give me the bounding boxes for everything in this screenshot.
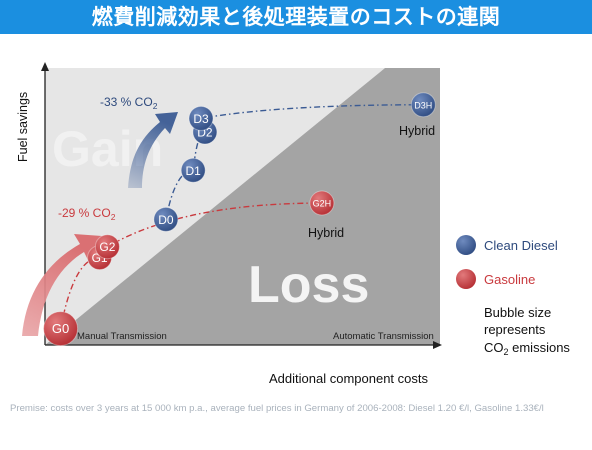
- bubble-d0-label: D0: [158, 213, 174, 227]
- legend-gasoline-marker: [456, 269, 476, 289]
- legend-note-line-2: represents: [484, 322, 546, 337]
- hybrid-label-gasoline: Hybrid: [308, 226, 344, 240]
- automatic-transmission-label: Automatic Transmission: [333, 331, 434, 342]
- diesel-reduction-arrow: [128, 112, 178, 188]
- bubble-d3-label: D3: [193, 112, 209, 126]
- gasoline-reduction-arrow: [22, 234, 102, 336]
- bubble-d3h-label: D3H: [414, 100, 432, 110]
- bubble-d3-circle: [188, 105, 214, 131]
- fuel-savings-chart: Gain Loss Fuel savings Additional compon…: [16, 62, 570, 386]
- manual-transmission-label: Manual Transmission: [77, 331, 167, 342]
- bubble-g0-circle: [43, 311, 79, 347]
- legend-diesel-marker: [456, 235, 476, 255]
- bubble-g0-label: G0: [52, 321, 69, 336]
- premise-footnote: Premise: costs over 3 years at 15 000 km…: [10, 403, 544, 414]
- bubble-d3h-circle: [410, 92, 436, 118]
- bubble-d3h: D3H: [410, 92, 436, 118]
- bubble-g2h: G2H: [309, 190, 335, 216]
- bubble-g2-label: G2: [99, 240, 115, 254]
- diesel-co2-reduction-label: -33 % CO2: [100, 95, 158, 111]
- bubble-g2: G2: [94, 234, 120, 260]
- bubble-g2-circle: [94, 234, 120, 260]
- gasoline-co2-reduction-label: -29 % CO2: [58, 206, 116, 222]
- loss-zone: [45, 68, 440, 345]
- legend-note-line-1: Bubble size: [484, 305, 551, 320]
- legend-gasoline-label: Gasoline: [484, 272, 535, 287]
- bubble-d1-circle: [180, 157, 206, 183]
- legend-note-line-3: CO2 emissions: [484, 340, 570, 357]
- bubble-g2h-label: G2H: [313, 199, 332, 209]
- y-axis-label: Fuel savings: [16, 92, 30, 162]
- bubble-g0: G0: [43, 311, 79, 347]
- bubble-d0: D0: [153, 206, 179, 232]
- legend-diesel-label: Clean Diesel: [484, 238, 558, 253]
- page-title: 燃費削減効果と後処理装置のコストの連関: [0, 0, 592, 34]
- bubble-g2h-circle: [309, 190, 335, 216]
- bubble-d0-circle: [153, 206, 179, 232]
- bubble-d3: D3: [188, 105, 214, 131]
- hybrid-label-diesel: Hybrid: [399, 124, 435, 138]
- y-axis-arrowhead: [41, 62, 49, 71]
- bubble-d1-label: D1: [186, 164, 202, 178]
- legend: Clean Diesel Gasoline Bubble size repres…: [456, 235, 570, 357]
- x-axis-label: Additional component costs: [269, 371, 428, 386]
- bubble-d1: D1: [180, 157, 206, 183]
- x-axis-arrowhead: [433, 341, 442, 349]
- loss-zone-label: Loss: [248, 256, 369, 314]
